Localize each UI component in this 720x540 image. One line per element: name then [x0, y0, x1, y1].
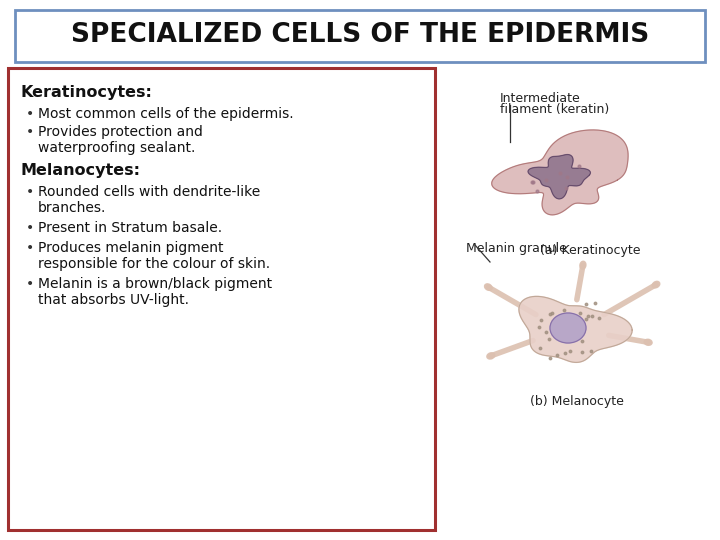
Text: Melanin is a brown/black pigment: Melanin is a brown/black pigment	[38, 277, 272, 291]
FancyBboxPatch shape	[8, 68, 435, 530]
Text: Present in Stratum basale.: Present in Stratum basale.	[38, 221, 222, 235]
Text: Intermediate: Intermediate	[500, 92, 581, 105]
Text: SPECIALIZED CELLS OF THE EPIDERMIS: SPECIALIZED CELLS OF THE EPIDERMIS	[71, 22, 649, 48]
Text: Provides protection and: Provides protection and	[38, 125, 203, 139]
Text: filament (keratin): filament (keratin)	[500, 103, 609, 116]
Ellipse shape	[487, 353, 495, 359]
Polygon shape	[528, 154, 590, 199]
Text: •: •	[26, 185, 35, 199]
Ellipse shape	[580, 261, 586, 269]
Text: branches.: branches.	[38, 201, 107, 215]
FancyBboxPatch shape	[15, 10, 705, 62]
Text: responsible for the colour of skin.: responsible for the colour of skin.	[38, 257, 270, 271]
Text: Keratinocytes:: Keratinocytes:	[20, 85, 152, 100]
Text: Rounded cells with dendrite-like: Rounded cells with dendrite-like	[38, 185, 260, 199]
Ellipse shape	[485, 284, 492, 291]
Text: Most common cells of the epidermis.: Most common cells of the epidermis.	[38, 107, 294, 121]
Text: (b) Melanocyte: (b) Melanocyte	[530, 395, 624, 408]
Ellipse shape	[644, 339, 652, 345]
Text: Produces melanin pigment: Produces melanin pigment	[38, 241, 223, 255]
Text: •: •	[26, 241, 35, 255]
Text: (a) Keratinocyte: (a) Keratinocyte	[540, 244, 641, 257]
Text: Melanin granule: Melanin granule	[466, 242, 567, 255]
Polygon shape	[492, 130, 628, 215]
Text: •: •	[26, 125, 35, 139]
Text: that absorbs UV-light.: that absorbs UV-light.	[38, 293, 189, 307]
Text: Melanocytes:: Melanocytes:	[20, 163, 140, 178]
Text: •: •	[26, 221, 35, 235]
Text: waterproofing sealant.: waterproofing sealant.	[38, 141, 195, 155]
Ellipse shape	[652, 281, 660, 288]
Polygon shape	[519, 296, 632, 362]
Text: •: •	[26, 107, 35, 121]
Text: •: •	[26, 277, 35, 291]
Ellipse shape	[550, 313, 586, 343]
